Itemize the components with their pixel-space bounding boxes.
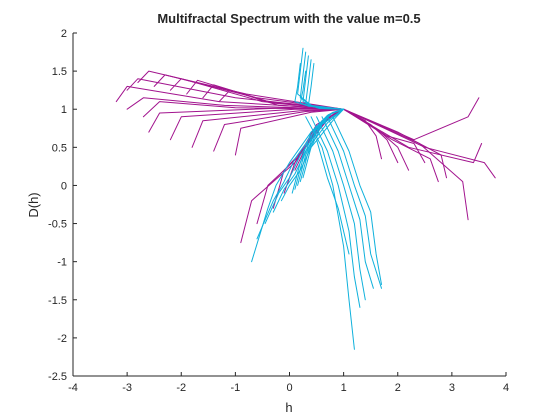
x-tick-label: 4 [503,382,509,394]
series-0-curve-22 [343,108,469,221]
series-0-curve-30 [343,108,382,160]
x-tick-label: 2 [395,382,401,394]
series-1-curve-21 [326,116,382,289]
series-0-curve-13 [213,108,345,152]
series-0-curve-14 [234,108,345,156]
x-tick-label: -1 [230,382,240,394]
x-tick-label: -2 [176,382,186,394]
x-ticks: -4 -3 -2 -1 0 1 2 3 4 [68,372,509,394]
series-0-curve-25 [343,108,447,179]
x-tick-label: -3 [122,382,132,394]
chart-title: Multifractal Spectrum with the value m=0… [157,11,420,26]
x-tick-label: -4 [68,382,78,394]
y-tick-label: -1 [57,257,67,269]
plot-area [115,47,496,350]
series-0-curve-7 [218,89,345,110]
series-0-curve-8 [126,97,345,110]
series-1-curve-19 [316,116,366,301]
y-tick-label: -2 [57,333,67,345]
series-1-curve-17 [305,116,355,350]
y-tick-label: 0.5 [52,142,67,154]
y-tick-label: 1 [61,104,67,116]
x-axis-label: h [285,400,292,415]
y-tick-label: -2.5 [48,371,67,383]
series-0-curve-11 [169,108,345,141]
series-0-curve-9 [142,101,345,118]
x-tick-label: 0 [286,382,292,394]
series-0-curve-10 [148,107,345,133]
y-tick-label: -1.5 [48,295,67,307]
y-tick-label: 1.5 [52,66,67,78]
y-tick-label: 2 [61,28,67,40]
y-tick-label: 0 [61,180,67,192]
y-tick-label: -0.5 [48,219,67,231]
series-0-curve-21 [343,108,496,179]
series-0-curve-12 [191,108,345,148]
series-1-curve-23 [316,139,350,255]
series-1-curve-16 [280,108,345,202]
series-1-curve-15 [272,108,345,213]
y-axis-label: D(h) [26,192,41,217]
series-1-curve-0 [297,47,345,110]
x-tick-label: 1 [341,382,347,394]
series-0-curve-27 [343,108,426,164]
series-1-curve-20 [321,116,374,289]
y-ticks: -2.5 -2 -1.5 -1 -0.5 0 0.5 1 1.5 2 [48,28,77,383]
series-1-curve-22 [332,116,382,285]
series-1-curve-6 [299,70,345,110]
series-1-curve-18 [310,116,361,308]
series-1-curve-14 [264,108,345,225]
x-tick-label: 3 [449,382,455,394]
